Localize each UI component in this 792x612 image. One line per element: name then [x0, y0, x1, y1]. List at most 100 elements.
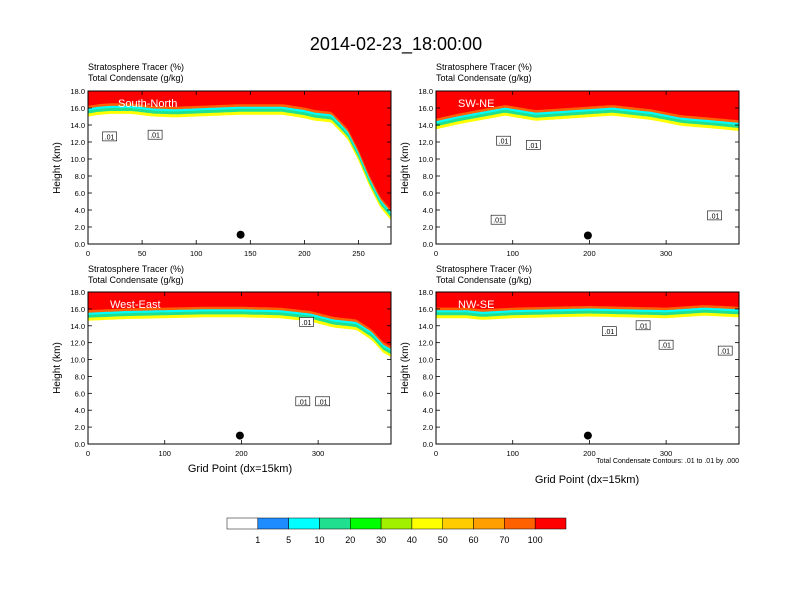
y-tick-label: 8.0: [75, 372, 85, 381]
contour-label: .01: [150, 133, 160, 140]
colorbar-label: 100: [528, 535, 543, 545]
plot-frame: [87, 90, 392, 245]
panel-label-condensate: Total Condensate (g/kg): [436, 73, 532, 83]
panel-nw-se: Stratosphere Tracer (%) Total Condensate…: [400, 264, 740, 486]
y-tick-label: 4.0: [423, 406, 433, 415]
y-tick-label: 0.0: [423, 440, 433, 449]
colorbar-swatch: [473, 517, 505, 530]
panel-title: West-East: [110, 299, 161, 311]
y-tick-label: 14.0: [418, 322, 433, 331]
panel-label-tracer: Stratosphere Tracer (%): [436, 264, 532, 274]
y-tick-label: 4.0: [423, 206, 433, 215]
tracer-field: [436, 292, 739, 320]
colorbar-label: 70: [499, 535, 509, 545]
contour-label-box: [717, 345, 733, 356]
x-tick-label: 0: [86, 249, 90, 258]
location-marker: [583, 431, 592, 440]
y-tick-label: 4.0: [75, 206, 85, 215]
contour-label: .01: [638, 323, 648, 330]
x-tick-label: 300: [660, 449, 673, 458]
y-tick-label: 6.0: [75, 389, 85, 398]
contour-label-box: [602, 326, 617, 337]
x-tick-label: 100: [506, 449, 519, 458]
x-tick-label: 200: [583, 249, 596, 258]
y-tick-label: 2.0: [423, 423, 433, 432]
x-tick-label: 0: [434, 449, 438, 458]
contour-label-box: [635, 320, 651, 331]
panel-label-tracer: Stratosphere Tracer (%): [436, 62, 532, 72]
y-tick-label: 4.0: [75, 406, 85, 415]
panel-sw-ne: Stratosphere Tracer (%) Total Condensate…: [400, 62, 740, 258]
y-tick-label: 2.0: [423, 223, 433, 232]
colorbar-label: 10: [314, 535, 324, 545]
x-tick-label: 100: [506, 249, 519, 258]
contour-label-box: [490, 214, 506, 225]
colorbar-label: 20: [345, 535, 355, 545]
location-marker: [236, 230, 245, 239]
contour-label: .01: [605, 329, 615, 336]
y-tick-label: 2.0: [75, 223, 85, 232]
plot-frame: [87, 291, 392, 445]
panel-title: SW-NE: [458, 98, 494, 110]
y-tick-label: 12.0: [70, 138, 85, 147]
y-axis-label: Height (km): [400, 342, 411, 394]
y-tick-label: 8.0: [423, 372, 433, 381]
plot-layer: .01 .01 .01 .01 0.0 2.0 4.0 6.0 8.0 10.0 12.0 14.0 1…: [418, 87, 740, 258]
x-tick-label: 200: [583, 449, 596, 458]
y-axis-label: Height (km): [52, 142, 63, 194]
contour-label: .01: [661, 343, 671, 350]
colorbar-swatch: [411, 517, 443, 530]
x-tick-label: 0: [434, 249, 438, 258]
tracer-field: [88, 292, 391, 357]
x-tick-label: 150: [244, 249, 257, 258]
location-marker: [583, 231, 592, 240]
tracer-band-4: [88, 292, 391, 347]
x-tick-label: 100: [158, 449, 171, 458]
y-tick-label: 6.0: [423, 189, 433, 198]
colorbar-swatch: [257, 517, 289, 530]
contour-label: .01: [493, 218, 503, 225]
y-tick-label: 14.0: [70, 322, 85, 331]
colorbar-swatch: [226, 517, 259, 530]
x-tick-label: 0: [86, 449, 90, 458]
colorbar: 1 5 10 20 30 40 50 60 70 100: [226, 517, 567, 545]
contour-label-box: [299, 317, 314, 327]
colorbar-swatch: [534, 517, 567, 530]
y-tick-label: 12.0: [70, 339, 85, 348]
colorbar-label: 1: [255, 535, 260, 545]
y-tick-label: 0.0: [75, 240, 85, 249]
colorbar-label: 40: [407, 535, 417, 545]
y-tick-label: 18.0: [418, 87, 433, 96]
plot-frame: [435, 291, 740, 445]
colorbar-swatch: [504, 517, 536, 530]
panel-west-east: Stratosphere Tracer (%) Total Condensate…: [52, 264, 392, 475]
contour-label: .01: [499, 139, 509, 146]
y-tick-label: 18.0: [70, 87, 85, 96]
contour-label: .01: [318, 399, 328, 406]
y-tick-label: 10.0: [70, 356, 85, 365]
contour-label-box: [496, 135, 511, 146]
y-tick-label: 8.0: [75, 172, 85, 181]
y-tick-label: 12.0: [418, 339, 433, 348]
x-tick-label: 250: [352, 249, 365, 258]
colorbar-swatch: [288, 517, 320, 530]
x-tick-label: 200: [298, 249, 311, 258]
tracer-band-4: [436, 91, 739, 121]
x-tick-label: 300: [312, 449, 325, 458]
y-tick-label: 6.0: [423, 389, 433, 398]
panel-south-north: Stratosphere Tracer (%) Total Condensate…: [52, 62, 392, 258]
colorbar-label: 50: [438, 535, 448, 545]
x-tick-label: 50: [138, 249, 146, 258]
colorbar-swatch: [442, 517, 474, 530]
panel-label-condensate: Total Condensate (g/kg): [88, 275, 184, 285]
x-tick-label: 100: [190, 249, 203, 258]
colorbar-swatch: [319, 517, 351, 530]
y-tick-label: 16.0: [418, 104, 433, 113]
tracer-band-4: [88, 91, 391, 210]
contour-label: .01: [298, 399, 308, 406]
y-tick-label: 18.0: [70, 288, 85, 297]
y-tick-label: 10.0: [70, 155, 85, 164]
contour-label: .01: [302, 320, 312, 327]
y-tick-label: 18.0: [418, 288, 433, 297]
y-tick-label: 12.0: [418, 138, 433, 147]
